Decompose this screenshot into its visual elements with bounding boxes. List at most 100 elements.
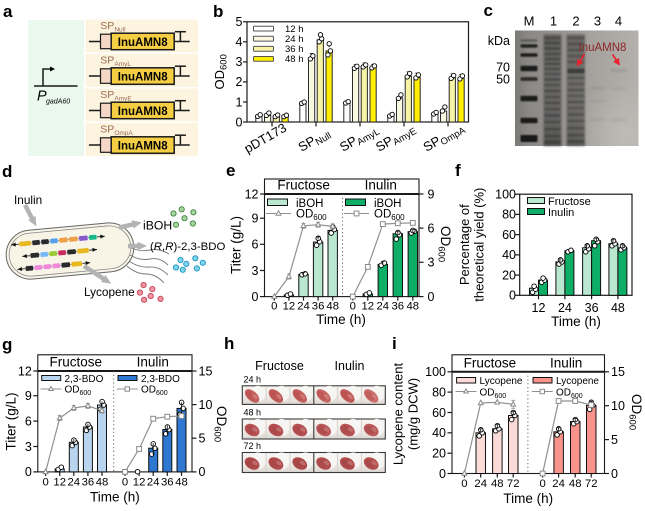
svg-text:9: 9 bbox=[428, 187, 435, 201]
svg-text:kDa: kDa bbox=[488, 34, 510, 48]
svg-text:0: 0 bbox=[199, 465, 206, 479]
svg-text:e: e bbox=[226, 161, 235, 180]
svg-text:48: 48 bbox=[407, 301, 420, 313]
svg-text:60: 60 bbox=[432, 406, 446, 420]
svg-text:80: 80 bbox=[432, 385, 446, 399]
svg-text:InuAMN8: InuAMN8 bbox=[118, 141, 168, 153]
svg-text:50: 50 bbox=[496, 73, 510, 87]
svg-text:72: 72 bbox=[585, 478, 598, 490]
svg-text:24: 24 bbox=[552, 478, 565, 490]
svg-text:M: M bbox=[524, 14, 535, 29]
svg-text:3: 3 bbox=[594, 14, 601, 29]
svg-text:5: 5 bbox=[199, 432, 206, 446]
svg-text:72: 72 bbox=[507, 478, 520, 490]
svg-text:Time (h): Time (h) bbox=[316, 312, 366, 327]
svg-text:6: 6 bbox=[25, 414, 32, 428]
svg-text:36: 36 bbox=[585, 301, 599, 315]
svg-text:48: 48 bbox=[326, 301, 339, 313]
svg-text:a: a bbox=[3, 2, 13, 21]
svg-text:gadA60: gadA60 bbox=[46, 99, 70, 106]
svg-text:48: 48 bbox=[611, 301, 625, 315]
svg-text:Inulin: Inulin bbox=[365, 178, 397, 193]
svg-text:48: 48 bbox=[491, 478, 504, 490]
svg-text:0: 0 bbox=[509, 289, 516, 303]
svg-text:4: 4 bbox=[615, 14, 622, 29]
svg-text:24 h: 24 h bbox=[285, 34, 304, 45]
svg-text:(mg/g DCW): (mg/g DCW) bbox=[406, 378, 421, 450]
svg-text:36: 36 bbox=[161, 477, 174, 489]
svg-text:70: 70 bbox=[496, 61, 510, 75]
svg-text:iBOH: iBOH bbox=[296, 198, 323, 210]
svg-text:0: 0 bbox=[122, 477, 128, 489]
svg-text:Inulin: Inulin bbox=[137, 355, 169, 370]
svg-text:3: 3 bbox=[428, 256, 435, 270]
svg-text:Fructose: Fructose bbox=[548, 196, 591, 208]
svg-text:5: 5 bbox=[611, 433, 618, 447]
svg-text:g: g bbox=[2, 335, 12, 354]
svg-text:Inulin: Inulin bbox=[335, 359, 365, 373]
svg-text:12 h: 12 h bbox=[285, 24, 304, 35]
svg-text:24 h: 24 h bbox=[244, 374, 262, 384]
svg-text:24: 24 bbox=[68, 477, 81, 489]
svg-text:12: 12 bbox=[53, 477, 66, 489]
svg-text:6: 6 bbox=[428, 221, 435, 235]
svg-text:48 h: 48 h bbox=[244, 408, 262, 418]
svg-text:Lycopene: Lycopene bbox=[480, 376, 523, 387]
svg-text:3: 3 bbox=[252, 264, 259, 278]
svg-text:100: 100 bbox=[425, 365, 446, 379]
svg-text:9: 9 bbox=[25, 389, 32, 403]
svg-text:12: 12 bbox=[133, 477, 146, 489]
svg-text:Inulin: Inulin bbox=[14, 193, 42, 207]
svg-text:0: 0 bbox=[611, 467, 618, 481]
svg-text:72 h: 72 h bbox=[244, 441, 262, 451]
svg-text:0: 0 bbox=[539, 478, 545, 490]
svg-text:0: 0 bbox=[42, 477, 48, 489]
svg-text:Titer (g/L): Titer (g/L) bbox=[229, 216, 244, 274]
svg-text:theoretical yield (%): theoretical yield (%) bbox=[472, 188, 487, 302]
svg-text:36: 36 bbox=[392, 301, 405, 313]
svg-text:24: 24 bbox=[558, 301, 572, 315]
svg-text:InuAMN8: InuAMN8 bbox=[118, 72, 168, 84]
svg-text:0: 0 bbox=[271, 301, 277, 313]
svg-text:1: 1 bbox=[236, 95, 243, 109]
svg-text:40: 40 bbox=[502, 248, 516, 262]
svg-text:20: 20 bbox=[502, 268, 516, 282]
svg-text:h: h bbox=[224, 334, 234, 353]
svg-text:24: 24 bbox=[297, 301, 310, 313]
svg-text:P: P bbox=[37, 89, 47, 105]
svg-text:Inulin: Inulin bbox=[548, 207, 574, 219]
svg-text:36: 36 bbox=[312, 301, 325, 313]
svg-text:Fructose: Fructose bbox=[255, 359, 304, 373]
svg-text:15: 15 bbox=[199, 364, 213, 378]
svg-text:InuAMN8: InuAMN8 bbox=[118, 106, 168, 118]
svg-text:Fructose: Fructose bbox=[50, 355, 103, 370]
svg-text:24: 24 bbox=[474, 478, 487, 490]
svg-text:12: 12 bbox=[362, 301, 375, 313]
svg-text:0: 0 bbox=[461, 478, 467, 490]
svg-text:5: 5 bbox=[236, 15, 243, 29]
svg-text:InuAMN8: InuAMN8 bbox=[118, 37, 168, 49]
svg-text:iBOH: iBOH bbox=[374, 198, 401, 210]
svg-text:3: 3 bbox=[236, 55, 243, 69]
svg-text:2,3-BDO: 2,3-BDO bbox=[65, 374, 104, 385]
svg-text:12: 12 bbox=[245, 187, 259, 201]
svg-text:0: 0 bbox=[25, 465, 32, 479]
svg-text:2,3-BDO: 2,3-BDO bbox=[141, 374, 180, 385]
svg-text:4: 4 bbox=[236, 35, 243, 49]
svg-text:0: 0 bbox=[428, 290, 435, 304]
svg-text:InuAMN8: InuAMN8 bbox=[579, 42, 627, 54]
svg-text:Lycopene: Lycopene bbox=[556, 376, 599, 387]
svg-text:20: 20 bbox=[432, 447, 446, 461]
svg-text:48: 48 bbox=[569, 478, 582, 490]
svg-text:i: i bbox=[392, 334, 397, 353]
svg-text:2: 2 bbox=[236, 75, 243, 89]
svg-text:2: 2 bbox=[572, 14, 579, 29]
svg-text:Lycopene content: Lycopene content bbox=[391, 363, 406, 466]
svg-text:Inulin: Inulin bbox=[550, 355, 582, 370]
svg-text:(R,R)-2,3-BDO: (R,R)-2,3-BDO bbox=[150, 241, 225, 253]
svg-text:10: 10 bbox=[611, 399, 625, 413]
svg-text:6: 6 bbox=[252, 238, 259, 252]
svg-text:80: 80 bbox=[502, 208, 516, 222]
svg-text:36 h: 36 h bbox=[285, 44, 304, 55]
svg-text:48 h: 48 h bbox=[285, 54, 304, 65]
